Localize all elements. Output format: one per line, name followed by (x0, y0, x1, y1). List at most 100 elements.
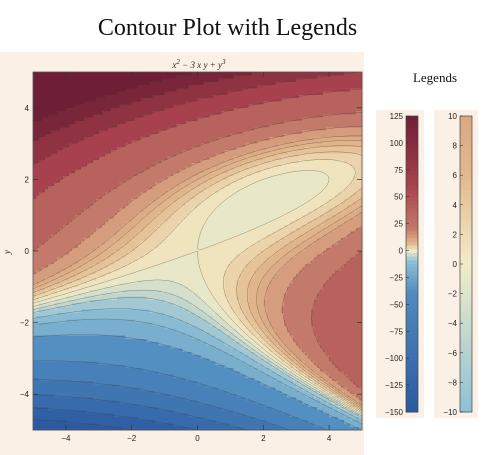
legend-swatch (460, 171, 472, 176)
legend-tick-label: 25 (394, 220, 403, 229)
legend-bar-narrow-range: 10 8 6 4 2 0 −2 −4 −6 −8 −10 (434, 110, 478, 418)
contour-line (32, 379, 290, 431)
legend-swatch (406, 352, 418, 357)
legend-swatch (460, 167, 472, 172)
legend-swatch (406, 260, 418, 265)
legend-swatch (406, 382, 418, 387)
legend-swatch (460, 249, 472, 254)
legend-swatch (406, 119, 418, 124)
contour-line (32, 71, 363, 166)
legend-tick-label: −10 (443, 408, 457, 417)
legend-swatch (406, 297, 418, 302)
legend-swatch (406, 315, 418, 320)
legend-swatch (460, 289, 472, 295)
contour-line (33, 394, 248, 431)
legend-swatch (406, 271, 418, 276)
legend-tick-label: −2 (448, 290, 458, 299)
legend-tick-label: 125 (390, 112, 404, 121)
contour-line (32, 407, 198, 431)
legend-tick-label: −150 (385, 408, 404, 417)
legend-swatch (406, 215, 418, 221)
legend-swatch (406, 338, 418, 343)
contour-line (32, 145, 363, 409)
legend-swatch (460, 308, 472, 313)
legend-swatch (406, 160, 418, 165)
legend-swatch (460, 341, 472, 346)
legend-swatch (460, 219, 472, 224)
legend-swatch (460, 145, 472, 150)
legend-swatch (406, 326, 418, 332)
legend-tick-label: 50 (394, 193, 403, 202)
legend-swatch (406, 252, 418, 258)
legend-swatch (460, 375, 472, 380)
legend-swatch (406, 367, 418, 372)
legend-swatch (406, 397, 418, 402)
legend-swatch (460, 223, 472, 228)
legend-tick-label: −100 (385, 354, 404, 363)
legend-tick-label: −6 (448, 349, 458, 358)
legend-tick-label: 6 (453, 171, 458, 180)
legend-swatch (406, 304, 418, 309)
legend-swatch (460, 238, 472, 243)
legend-swatch (406, 127, 418, 132)
legend-swatch (406, 175, 418, 180)
legend-tick-label: 2 (453, 230, 458, 239)
legend-swatch (460, 204, 472, 209)
legend-swatch (406, 208, 418, 213)
x-tick-label: −2 (127, 434, 137, 443)
legend-swatch (406, 219, 418, 224)
contour-line (32, 140, 363, 407)
legend-swatch (460, 149, 472, 154)
legend-swatch (406, 408, 418, 413)
legend-swatch (406, 249, 418, 254)
legend-swatch (406, 349, 418, 354)
legend-swatch (460, 382, 472, 387)
contour-line (33, 318, 363, 425)
y-tick-label: 2 (25, 175, 30, 184)
y-tick-label: 4 (25, 104, 30, 113)
legend-tick-label: 10 (448, 112, 457, 121)
legend-swatch (406, 149, 418, 154)
legend-swatch (406, 230, 418, 235)
legend-swatch (460, 256, 472, 261)
legend-swatch (406, 201, 418, 206)
legend-swatch (406, 282, 418, 287)
contour-line (32, 334, 363, 431)
legend-swatch (460, 323, 472, 328)
legend-swatch (460, 400, 472, 406)
legend-swatch (460, 319, 472, 324)
legend-swatch (406, 238, 418, 243)
legend-swatch (460, 182, 472, 187)
legend-swatch (460, 234, 472, 239)
legend-tick-label: −4 (448, 319, 458, 328)
legend-swatch (406, 256, 418, 261)
legend-swatch (460, 389, 472, 394)
legend-swatch (460, 312, 472, 317)
y-tick-label: −4 (20, 390, 30, 399)
legend-swatch (406, 319, 418, 324)
legend-swatch (406, 156, 418, 161)
legend-swatch (406, 130, 418, 135)
contour-lines (32, 71, 363, 431)
legend-swatch (406, 289, 418, 295)
y-axis-label: y (2, 250, 12, 255)
legend-swatch (460, 260, 472, 265)
legend-swatch (406, 308, 418, 313)
legend-bar-wide-range: 125 100 75 50 25 0 −25 −50 −75 −100 −125 −150 (376, 110, 424, 418)
legend-swatch (406, 171, 418, 176)
legend-swatch (460, 378, 472, 383)
legend-swatch (460, 275, 472, 280)
legend-swatch (406, 190, 418, 195)
legend-swatch (460, 116, 472, 121)
legend-swatch (460, 201, 472, 206)
contour-line (32, 419, 135, 431)
legend-swatch (460, 130, 472, 135)
legend-swatch (406, 186, 418, 191)
legend-swatch (460, 360, 472, 365)
legend-swatch (460, 227, 472, 232)
legend-swatch (460, 278, 472, 283)
legend-swatch (460, 186, 472, 191)
legend-swatch (460, 160, 472, 165)
y-tick-label: −2 (20, 319, 30, 328)
legend-swatch (460, 393, 472, 398)
